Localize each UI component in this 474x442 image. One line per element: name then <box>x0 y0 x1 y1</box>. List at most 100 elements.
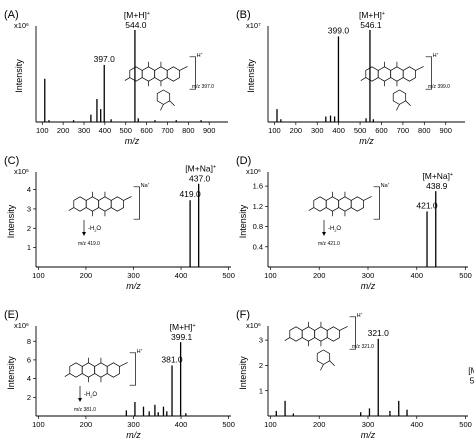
fragment-label: m/z 421.0 <box>318 241 340 247</box>
spectrum-panel-3: (C)x105 100 200 300 400 500 1 2 3 4 Intensity m/z 41… <box>4 155 235 291</box>
x-tick-label: 300 <box>127 420 140 429</box>
y-axis-label: Intensity <box>6 356 16 390</box>
panel-label: (B) <box>236 9 251 21</box>
ion-label: [M+H]+ <box>124 10 150 20</box>
bracket <box>189 56 196 90</box>
y-axis-label: Intensity <box>246 59 256 93</box>
chemical-structure <box>124 56 196 111</box>
y-tick-label: 3 <box>259 336 263 345</box>
bond <box>64 373 70 377</box>
spectrum-panel-4: (D)x106 100 200 300 400 500 0.4 0.8 1.2 1.6 Intens… <box>236 155 472 291</box>
bond <box>339 326 348 331</box>
x-axis-label: m/z <box>359 136 374 146</box>
x-tick-label: 200 <box>313 271 326 280</box>
bond <box>360 77 366 81</box>
water-loss-label: -H2O <box>88 226 101 233</box>
ring <box>85 196 100 212</box>
y-tick-label: 1.6 <box>253 182 263 191</box>
x-tick-label: 200 <box>313 420 326 429</box>
charge-label: H+ <box>357 312 363 319</box>
bond <box>329 360 335 367</box>
x-tick-label: 600 <box>140 126 153 135</box>
bond <box>363 196 372 201</box>
bond <box>320 364 324 371</box>
ring <box>325 196 340 212</box>
bond <box>405 100 411 107</box>
x-tick-label: 300 <box>362 420 375 429</box>
bond <box>160 104 164 111</box>
x-tick-label: 300 <box>127 271 140 280</box>
x-tick-label: 800 <box>418 126 431 135</box>
spectrum-panel-5: (E)x106 100 200 300 400 500 2 4 6 8 Intensity m/z 38… <box>4 309 235 440</box>
panel-label: (D) <box>236 155 251 167</box>
x-tick-label: 100 <box>32 271 45 280</box>
peak-label: 544.0 <box>125 20 147 30</box>
y-tick-label: 0.4 <box>253 242 263 251</box>
ring <box>365 66 379 82</box>
y-multiplier: x106 <box>246 321 261 330</box>
y-axis-label: Intensity <box>238 204 248 238</box>
charge-label: Na+ <box>141 182 150 189</box>
y-tick-label: 1.2 <box>253 202 263 211</box>
ring <box>314 326 328 342</box>
y-tick-label: 6 <box>27 356 31 365</box>
x-axis-label: m/z <box>125 136 140 146</box>
x-tick-label: 400 <box>99 126 112 135</box>
peak-label: 421.0 <box>416 200 438 210</box>
x-tick-label: 100 <box>268 126 281 135</box>
ion-label: [M+Na]+ <box>185 164 216 174</box>
ring <box>106 362 120 378</box>
panel-label: (A) <box>4 9 19 21</box>
ion-label: [M+H]+ <box>170 322 196 332</box>
x-tick-label: 400 <box>332 126 345 135</box>
ion-label: [M+H]+ <box>359 10 385 20</box>
y-multiplier: x107 <box>246 21 261 30</box>
charge-label: H+ <box>197 52 203 59</box>
x-tick-label: 200 <box>80 271 93 280</box>
x-tick-label: 100 <box>36 126 49 135</box>
y-tick-label: 2 <box>27 393 31 402</box>
x-tick-label: 400 <box>175 271 188 280</box>
fragment-label: m/z 419.0 <box>78 241 100 247</box>
x-tick-label: 400 <box>411 420 424 429</box>
bond <box>119 362 128 367</box>
x-tick-label: 500 <box>354 126 367 135</box>
ring <box>129 66 143 82</box>
y-axis-label: Intensity <box>6 204 16 238</box>
arrow-head <box>322 232 326 236</box>
x-tick-label: 500 <box>459 420 472 429</box>
y-tick-label: 1 <box>27 243 31 252</box>
ring <box>73 196 87 212</box>
ion-label: [M+Na]+ <box>422 171 453 181</box>
x-axis-label: m/z <box>126 281 141 291</box>
charge-label: Na+ <box>381 182 390 189</box>
x-tick-label: 800 <box>182 126 195 135</box>
x-tick-label: 100 <box>264 271 277 280</box>
ring <box>338 196 352 212</box>
bracket <box>349 316 356 350</box>
y-tick-label: 2 <box>27 224 31 233</box>
y-multiplier: x105 <box>14 167 29 176</box>
ring <box>301 326 316 342</box>
x-tick-label: 300 <box>78 126 91 135</box>
bond <box>308 207 314 211</box>
x-tick-label: 400 <box>175 420 188 429</box>
spectrum-panel-1: (A)x106 100 200 300 400 500 600 700 800 900 Intens… <box>4 9 228 146</box>
y-tick-label: 3 <box>27 205 31 214</box>
y-tick-label: 4 <box>27 185 31 194</box>
bond <box>169 100 175 107</box>
y-multiplier: x106 <box>246 167 261 176</box>
x-tick-label: 500 <box>119 126 132 135</box>
y-tick-label: 4 <box>27 374 31 383</box>
ring <box>141 66 156 82</box>
bracket <box>425 56 432 90</box>
ring <box>69 362 83 378</box>
x-tick-label: 900 <box>439 126 452 135</box>
fragment-label: m/z 397.0 <box>192 84 214 90</box>
bond <box>396 104 400 111</box>
x-axis-label: m/z <box>126 430 141 440</box>
peak-label: 381.0 <box>161 355 183 365</box>
x-tick-label: 700 <box>161 126 174 135</box>
x-tick-label: 500 <box>222 420 235 429</box>
